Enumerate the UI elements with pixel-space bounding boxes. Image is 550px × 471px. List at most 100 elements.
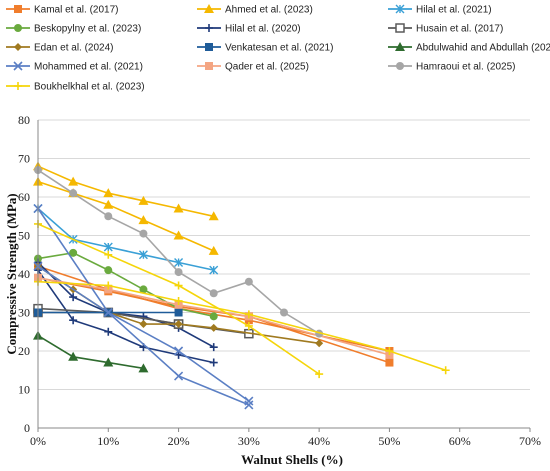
y-tick-label: 10	[18, 383, 30, 397]
data-point	[103, 242, 113, 252]
x-tick-label: 60%	[449, 434, 471, 448]
series-line	[37, 165, 214, 218]
x-tick-label: 70%	[519, 434, 541, 448]
data-point	[103, 188, 114, 198]
series-line	[37, 261, 215, 348]
x-tick-label: 20%	[168, 434, 190, 448]
data-point	[209, 289, 218, 298]
data-point	[385, 347, 394, 355]
data-point	[174, 308, 183, 317]
series-8	[33, 330, 149, 373]
data-point	[68, 351, 79, 361]
data-point	[315, 370, 324, 379]
y-axis-title: Compressive Strength (MPa)	[4, 193, 19, 354]
data-point	[139, 229, 148, 238]
legend-item: Hilal et al. (2021)	[388, 5, 492, 16]
data-point	[103, 357, 114, 367]
series-line	[37, 208, 250, 406]
legend-label: Edan et al. (2024)	[34, 43, 114, 54]
legend-item: Ahmed et al. (2023)	[197, 4, 313, 16]
series-line	[37, 334, 144, 370]
data-point	[69, 293, 78, 302]
data-point	[209, 343, 218, 352]
data-point	[385, 358, 394, 367]
legend-item: Hilal et al. (2020)	[197, 24, 301, 35]
series-line	[37, 280, 446, 372]
legend-label: Beskopylny et al. (2023)	[34, 24, 141, 35]
data-point	[139, 285, 148, 294]
data-point	[69, 316, 78, 325]
legend-label: Ahmed et al. (2023)	[225, 5, 313, 16]
data-point	[138, 195, 149, 205]
legend-label: Husain et al. (2017)	[416, 24, 503, 35]
series-line	[37, 180, 215, 252]
data-point	[104, 327, 113, 336]
data-point	[104, 281, 113, 290]
data-point	[138, 215, 149, 225]
data-point	[173, 203, 184, 213]
legend: Kamal et al. (2017) Ahmed et al. (2023) Hi…	[6, 4, 550, 93]
data-point	[104, 250, 113, 259]
legend-item: Mohammed et al. (2021)	[6, 61, 143, 73]
series-11	[34, 166, 324, 338]
legend-swatch-marker	[395, 42, 405, 51]
legend-label: Hamraoui et al. (2025)	[416, 62, 516, 73]
data-point	[244, 310, 253, 319]
legend-swatch-marker	[14, 24, 22, 32]
legend-swatch-marker	[396, 62, 404, 70]
data-point	[104, 266, 113, 275]
data-point	[138, 250, 148, 260]
x-tick-label: 30%	[238, 434, 260, 448]
series-layer	[33, 161, 450, 410]
data-point	[103, 307, 113, 318]
legend-swatch-marker	[14, 5, 22, 13]
x-tick-label: 0%	[30, 434, 46, 448]
legend-item: Edan et al. (2024)	[6, 43, 114, 54]
data-point	[280, 308, 288, 317]
legend-item: Venkatesan et al. (2021)	[197, 43, 333, 54]
y-tick-label: 20	[18, 344, 30, 358]
data-point	[208, 245, 219, 255]
series-line	[37, 251, 214, 318]
series-line	[37, 265, 390, 352]
series-2	[33, 204, 219, 275]
y-tick-label: 80	[18, 113, 30, 127]
data-point	[68, 176, 79, 186]
legend-swatch-marker	[204, 4, 214, 13]
data-point	[174, 268, 183, 277]
legend-label: Hilal et al. (2021)	[416, 5, 492, 16]
data-point	[174, 257, 184, 267]
axes: 0% 10% 20% 30% 40% 50% 60% 70% 0 10 20 30 40 50 60 70 80	[18, 113, 541, 448]
data-point	[209, 265, 219, 275]
legend-swatch-marker	[205, 24, 213, 32]
y-tick-label: 50	[18, 229, 30, 243]
data-point	[69, 248, 78, 257]
legend-item: Abdulwahid and Abdullah (2021)	[388, 42, 550, 54]
data-point	[244, 400, 254, 410]
legend-item: Qader et al. (2025)	[197, 62, 309, 73]
legend-label: Kamal et al. (2017)	[34, 5, 119, 16]
data-point	[208, 211, 219, 221]
data-point	[244, 321, 253, 330]
x-tick-label: 10%	[97, 434, 119, 448]
legend-item: Beskopylny et al. (2023)	[6, 24, 141, 35]
y-tick-label: 60	[18, 190, 30, 204]
legend-label: Hilal et al. (2020)	[225, 24, 301, 35]
data-point	[69, 189, 78, 198]
legend-swatch-marker	[14, 82, 22, 90]
legend-swatch-marker	[205, 43, 213, 51]
y-tick-label: 70	[18, 152, 30, 166]
data-point	[174, 346, 184, 356]
data-point	[244, 277, 253, 286]
data-point	[209, 312, 218, 321]
data-point	[138, 363, 149, 373]
data-point	[209, 358, 218, 367]
legend-swatch-marker	[395, 4, 405, 14]
legend-item: Hamraoui et al. (2025)	[388, 62, 516, 73]
y-tick-label: 30	[18, 306, 30, 320]
data-point	[174, 320, 183, 329]
legend-item: Kamal et al. (2017)	[6, 5, 119, 16]
data-point	[315, 339, 324, 348]
legend-label: Venkatesan et al. (2021)	[225, 43, 333, 54]
